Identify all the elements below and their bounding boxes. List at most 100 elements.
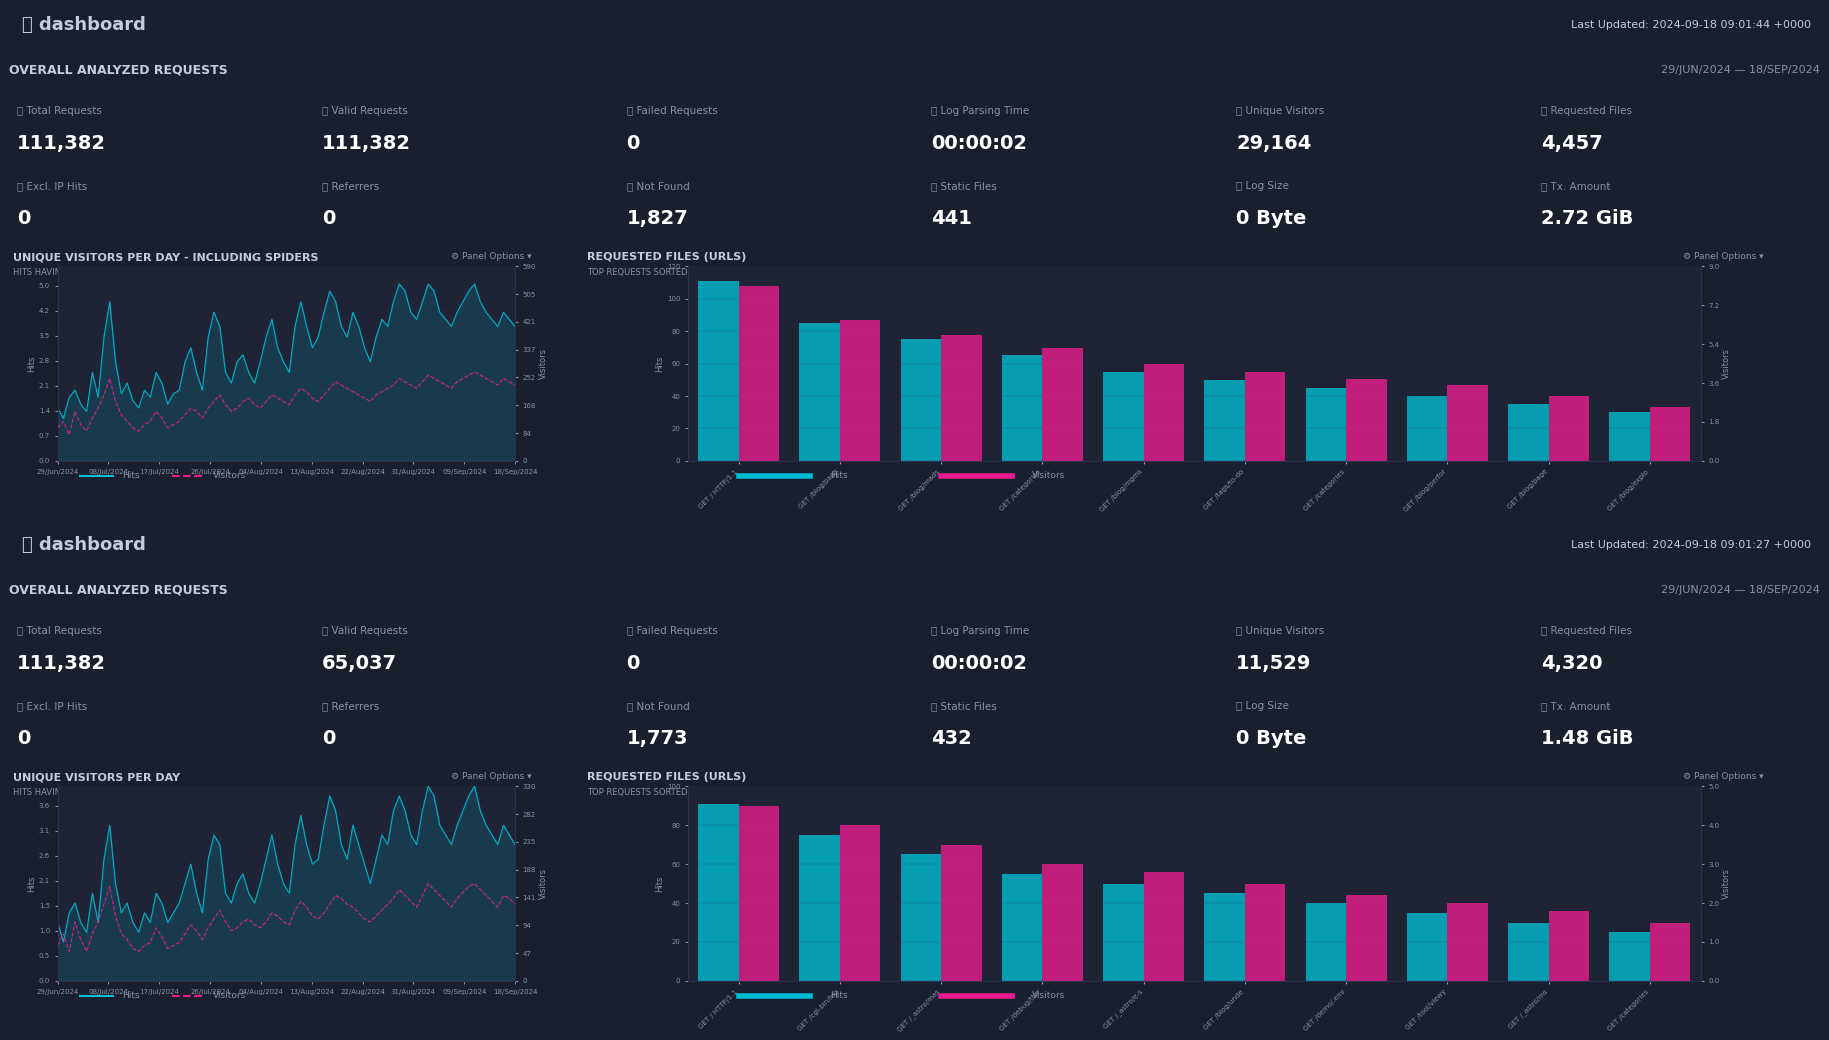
Text: HITS HAVING THE SAME IP, DATE AND AGENT ARE A UNIQUE VISIT.: HITS HAVING THE SAME IP, DATE AND AGENT … — [13, 788, 291, 798]
Text: ⦿ Log Size: ⦿ Log Size — [1236, 181, 1289, 191]
Bar — [1103, 884, 1143, 981]
Text: 00:00:02: 00:00:02 — [931, 654, 1028, 673]
Bar — [840, 825, 880, 981]
Text: 11,529: 11,529 — [1236, 654, 1311, 673]
Bar — [1306, 388, 1346, 461]
Text: ⦿ Not Found: ⦿ Not Found — [627, 701, 690, 711]
Bar — [1306, 903, 1346, 981]
Text: ⦿ Tx. Amount: ⦿ Tx. Amount — [1542, 701, 1611, 711]
Bar — [739, 286, 779, 461]
Text: TOP REQUESTS SORTED BY HITS [AVGTS, CUMTS, MAXTS, MTHD, PROTO].: TOP REQUESTS SORTED BY HITS [AVGTS, CUMT… — [587, 268, 894, 278]
Bar — [739, 806, 779, 981]
Text: Visitors: Visitors — [214, 471, 247, 480]
Text: ⦿ Static Files: ⦿ Static Files — [931, 701, 997, 711]
Text: 29,164: 29,164 — [1236, 134, 1311, 153]
Bar — [1509, 405, 1549, 461]
Text: 29/JUN/2024 — 18/SEP/2024: 29/JUN/2024 — 18/SEP/2024 — [1661, 584, 1820, 595]
Text: ⚙ Panel Options ▾: ⚙ Panel Options ▾ — [452, 253, 532, 261]
Bar — [1346, 895, 1386, 981]
Bar — [1549, 911, 1589, 981]
Bar — [1143, 872, 1183, 981]
Text: 0: 0 — [16, 209, 31, 228]
Bar — [1447, 385, 1489, 461]
Text: UNIQUE VISITORS PER DAY: UNIQUE VISITORS PER DAY — [13, 773, 179, 782]
Text: 0 Byte: 0 Byte — [1236, 209, 1306, 228]
Text: Hits: Hits — [830, 991, 847, 1000]
Bar — [1346, 379, 1386, 461]
Bar — [942, 336, 982, 461]
Text: ⦿ Referrers: ⦿ Referrers — [322, 701, 379, 711]
Text: 0: 0 — [322, 729, 335, 748]
Text: ⦿ Log Size: ⦿ Log Size — [1236, 701, 1289, 711]
Text: ⦿ Total Requests: ⦿ Total Requests — [16, 106, 102, 116]
Text: Last Updated: 2024-09-18 09:01:44 +0000: Last Updated: 2024-09-18 09:01:44 +0000 — [1571, 20, 1811, 30]
Bar — [1002, 874, 1043, 981]
Text: 111,382: 111,382 — [322, 134, 412, 153]
Bar — [1002, 356, 1043, 461]
Text: ⚙ Panel Options ▾: ⚙ Panel Options ▾ — [452, 773, 532, 781]
Y-axis label: Visitors: Visitors — [540, 348, 549, 380]
Text: 0: 0 — [627, 134, 640, 153]
Text: ⦿ dashboard: ⦿ dashboard — [22, 16, 146, 34]
Y-axis label: Visitors: Visitors — [540, 868, 549, 900]
Bar — [1650, 407, 1690, 461]
Text: REQUESTED FILES (URLS): REQUESTED FILES (URLS) — [587, 253, 746, 262]
Text: 4,320: 4,320 — [1542, 654, 1602, 673]
Text: 1,773: 1,773 — [627, 729, 688, 748]
Text: ⚙ Panel Options ▾: ⚙ Panel Options ▾ — [1683, 253, 1763, 261]
Bar — [799, 835, 840, 981]
Text: TOP REQUESTS SORTED BY HITS [AVGTS, CUMTS, MAXTS, MTHD, PROTO].: TOP REQUESTS SORTED BY HITS [AVGTS, CUMT… — [587, 788, 894, 798]
Bar — [1143, 364, 1183, 461]
Text: 0 Byte: 0 Byte — [1236, 729, 1306, 748]
Text: Visitors: Visitors — [1032, 991, 1066, 1000]
Text: ⦿ Log Parsing Time: ⦿ Log Parsing Time — [931, 106, 1030, 116]
Text: Last Updated: 2024-09-18 09:01:27 +0000: Last Updated: 2024-09-18 09:01:27 +0000 — [1571, 540, 1811, 550]
Text: ⦿ Log Parsing Time: ⦿ Log Parsing Time — [931, 626, 1030, 636]
Bar — [1549, 396, 1589, 461]
Text: Hits: Hits — [123, 991, 139, 1000]
Text: Hits: Hits — [123, 471, 139, 480]
Text: ⦿ Excl. IP Hits: ⦿ Excl. IP Hits — [16, 701, 88, 711]
Bar — [1043, 348, 1083, 461]
Text: 0: 0 — [16, 729, 31, 748]
Text: 29/JUN/2024 — 18/SEP/2024: 29/JUN/2024 — 18/SEP/2024 — [1661, 64, 1820, 75]
Text: 4,457: 4,457 — [1542, 134, 1602, 153]
Text: 1,827: 1,827 — [627, 209, 688, 228]
Bar — [1650, 922, 1690, 981]
Bar — [1205, 893, 1246, 981]
Bar — [900, 339, 942, 461]
Bar — [1610, 932, 1650, 981]
Text: 0: 0 — [627, 654, 640, 673]
Text: ⦿ Referrers: ⦿ Referrers — [322, 181, 379, 191]
Bar — [1610, 412, 1650, 461]
Text: ⦿ Requested Files: ⦿ Requested Files — [1542, 626, 1631, 636]
Text: 1.48 GiB: 1.48 GiB — [1542, 729, 1633, 748]
Bar — [942, 844, 982, 981]
Bar — [1043, 864, 1083, 981]
Text: 2.72 GiB: 2.72 GiB — [1542, 209, 1633, 228]
Text: 0: 0 — [322, 209, 335, 228]
Text: Hits: Hits — [830, 471, 847, 480]
Text: ⦿ Unique Visitors: ⦿ Unique Visitors — [1236, 106, 1324, 116]
Text: 65,037: 65,037 — [322, 654, 397, 673]
Text: UNIQUE VISITORS PER DAY - INCLUDING SPIDERS: UNIQUE VISITORS PER DAY - INCLUDING SPID… — [13, 253, 318, 262]
Text: REQUESTED FILES (URLS): REQUESTED FILES (URLS) — [587, 773, 746, 782]
Text: ⦿ Tx. Amount: ⦿ Tx. Amount — [1542, 181, 1611, 191]
Bar — [1246, 884, 1286, 981]
Y-axis label: Visitors: Visitors — [1723, 348, 1732, 380]
Text: 432: 432 — [931, 729, 973, 748]
Text: 441: 441 — [931, 209, 973, 228]
Bar — [1407, 396, 1447, 461]
Text: ⦿ Total Requests: ⦿ Total Requests — [16, 626, 102, 636]
Text: ⦿ dashboard: ⦿ dashboard — [22, 536, 146, 554]
Text: ⚙ Panel Options ▾: ⚙ Panel Options ▾ — [1683, 773, 1763, 781]
Text: 111,382: 111,382 — [16, 134, 106, 153]
Text: ⦿ Failed Requests: ⦿ Failed Requests — [627, 106, 717, 116]
Bar — [1103, 371, 1143, 461]
Bar — [900, 855, 942, 981]
Text: ⦿ Static Files: ⦿ Static Files — [931, 181, 997, 191]
Y-axis label: Hits: Hits — [27, 356, 37, 371]
Bar — [840, 320, 880, 461]
Text: OVERALL ANALYZED REQUESTS: OVERALL ANALYZED REQUESTS — [9, 63, 229, 76]
Text: 00:00:02: 00:00:02 — [931, 134, 1028, 153]
